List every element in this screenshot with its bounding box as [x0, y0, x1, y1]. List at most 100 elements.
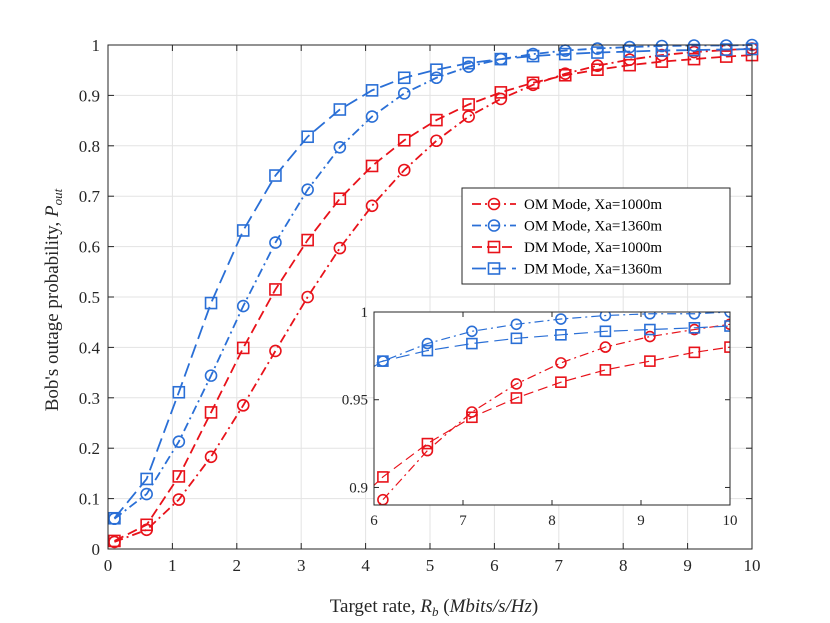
data-point-circle [555, 313, 567, 325]
inset-series-layer [374, 312, 730, 505]
data-point-square [108, 534, 121, 548]
data-point-square [462, 98, 475, 111]
series-line [113, 44, 753, 520]
data-point-circle [487, 219, 501, 232]
series-line [374, 346, 730, 487]
data-point-square [365, 84, 379, 97]
data-point-square [172, 470, 186, 483]
data-point-square [236, 224, 250, 237]
y-tick-label: 0.2 [79, 439, 100, 458]
x-tick-label: 1 [168, 556, 177, 575]
inset-x-tick-label: 7 [459, 513, 467, 529]
data-point-square [108, 511, 121, 525]
main-series-layer [108, 38, 759, 549]
data-point-square [526, 49, 540, 63]
data-point-square [430, 113, 443, 127]
y-axis-subscript: out [50, 188, 65, 205]
data-point-square [510, 332, 523, 345]
y-tick-label: 0.7 [79, 187, 101, 206]
data-point-square [430, 63, 443, 76]
y-tick-label: 0.4 [79, 338, 101, 357]
series-line [114, 47, 753, 543]
data-point-square [269, 169, 282, 182]
legend-item: OM Mode, Xa=1360m [472, 219, 662, 235]
data-point-square [719, 43, 733, 56]
data-point-circle [140, 487, 153, 501]
data-point-square [719, 50, 733, 63]
data-point-square [140, 518, 153, 532]
legend-box [461, 187, 731, 285]
y-tick-label: 0.6 [79, 238, 100, 257]
y-tick-label: 0 [92, 540, 101, 559]
legend-label: DM Mode, Xa=1000m [524, 240, 662, 256]
data-point-circle [301, 290, 314, 304]
y-tick-label: 1 [92, 36, 101, 55]
y-axis-label-text: Bob's outage probability, [42, 217, 63, 411]
data-point-circle [510, 318, 523, 331]
data-point-square [333, 103, 347, 116]
series-line [374, 325, 730, 365]
data-point-square [333, 192, 347, 206]
x-axis-subscript: b [432, 604, 439, 619]
data-point-square [204, 296, 218, 310]
data-point-circle [599, 341, 612, 353]
legend-item: OM Mode, Xa=1000m [472, 197, 662, 213]
x-tick-label: 3 [297, 556, 306, 575]
data-point-circle [301, 183, 314, 196]
legend-item: DM Mode, Xa=1360m [472, 262, 662, 278]
data-point-square [558, 68, 572, 82]
data-point-circle [487, 197, 501, 211]
data-point-square [687, 52, 701, 66]
y-tick-label: 0.8 [79, 137, 100, 156]
x-tick-label: 6 [490, 556, 499, 575]
series-3 [374, 341, 730, 487]
x-axis-units-close: ) [532, 596, 538, 617]
data-point-square [236, 341, 250, 355]
x-tick-label: 0 [104, 556, 113, 575]
data-point-circle [430, 71, 443, 85]
data-point-square [623, 45, 636, 58]
series-line [378, 323, 730, 505]
data-point-circle [421, 337, 434, 350]
x-axis-symbol: R [419, 596, 432, 617]
data-point-circle [644, 330, 656, 343]
data-point-circle [269, 344, 282, 358]
x-tick-label: 10 [744, 556, 761, 575]
data-point-square [526, 76, 540, 90]
inset-x-tick-label: 6 [370, 513, 378, 529]
legend: OM Mode, Xa=1000m OM Mode, Xa=1360m DM Mod… [461, 187, 731, 285]
data-point-square [421, 437, 434, 450]
data-point-square [377, 471, 389, 483]
data-point-square [555, 376, 567, 388]
x-tick-label: 5 [426, 556, 435, 575]
data-point-circle [555, 357, 567, 369]
legend-label: DM Mode, Xa=1360m [524, 262, 662, 278]
x-tick-label: 7 [555, 556, 564, 575]
inset-y-tick-label: 0.95 [342, 393, 368, 409]
y-tick-label: 0.1 [79, 490, 100, 509]
data-point-circle [510, 378, 523, 390]
data-point-circle [236, 399, 250, 412]
inset-x-tick-label: 10 [723, 513, 738, 529]
data-point-circle [365, 199, 379, 213]
y-tick-label: 0.3 [79, 389, 100, 408]
data-point-square [644, 355, 656, 367]
data-point-square [644, 323, 656, 336]
data-point-circle [397, 163, 411, 177]
main-ticks: 0 1 2 3 4 5 6 7 8 9 10 0 0.1 0.2 0.3 0.4 0.5 0.6 0.7 0.8 0.9… [79, 36, 761, 575]
x-axis-units-math: Mbits/s/Hz [449, 596, 533, 617]
series-line [374, 312, 730, 368]
data-point-square [466, 411, 478, 424]
data-point-square [591, 63, 604, 76]
legend-item: DM Mode, Xa=1000m [472, 240, 662, 256]
data-point-square [397, 133, 411, 147]
data-point-square [555, 329, 567, 341]
series-4 [374, 320, 730, 367]
data-point-circle [462, 110, 475, 123]
data-point-square [204, 406, 218, 419]
data-point-square [301, 130, 314, 144]
x-axis-label-text: Target rate, [330, 596, 421, 617]
data-point-circle [236, 299, 250, 313]
x-axis-label: Target rate, Rb (Mbits/s/Hz) [330, 596, 539, 619]
